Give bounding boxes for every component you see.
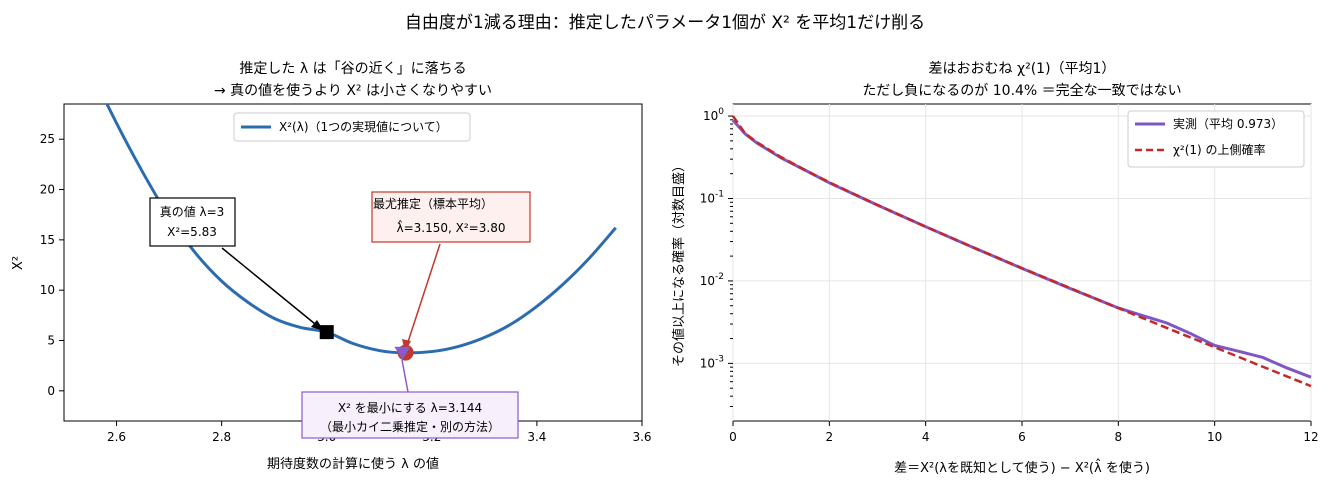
- mle-annotation-line1: 最尤推定（標本平均）: [373, 196, 493, 211]
- right-xtick-label: 12: [1303, 430, 1318, 444]
- left-xtick-label: 3.6: [632, 430, 651, 444]
- right-legend-label-theoretical: χ²(1) の上側確率: [1173, 142, 1266, 157]
- true-arrow: [221, 247, 321, 329]
- chi2-theoretical-series-line: [731, 115, 1312, 388]
- left-xtick-label: 3.4: [527, 430, 546, 444]
- right-xtick-label: 0: [729, 430, 737, 444]
- left-title-line2: → 真の値を使うより X² は小さくなりやすい: [214, 82, 492, 99]
- true-value-marker: [319, 325, 334, 340]
- right-ytick-label: 10-2: [700, 272, 724, 288]
- true-annotation-box: [149, 197, 236, 247]
- left-plot-frame: [63, 103, 643, 422]
- right-xtick-label: 6: [1018, 430, 1026, 444]
- min-annotation-line2: （最小カイ二乗推定・別の方法）: [320, 419, 500, 434]
- left-xtick-label: 2.6: [107, 430, 126, 444]
- right-xtick-label: 4: [922, 430, 930, 444]
- left-ytick-label: 25: [40, 132, 55, 146]
- left-ytick-label: 10: [40, 283, 55, 297]
- true-annotation-line2: X²=5.83: [167, 225, 217, 239]
- left-curve-layer: [105, 104, 617, 355]
- right-xtick-label: 8: [1115, 430, 1123, 444]
- right-xtick-label: 10: [1207, 430, 1222, 444]
- right-curve-layer: [731, 115, 1312, 388]
- suptitle: 自由度が1減る理由：推定したパラメータ1個が X² を平均1だけ削る: [405, 13, 925, 33]
- right-xlabel: 差＝X²(λを既知として使う) − X²(λ̂ を使う): [894, 459, 1150, 476]
- right-ytick-label: 10-3: [700, 354, 724, 370]
- right-panel: 差はおおむね χ²(1)（平均1） ただし負になるのが 10.4% ＝完全な一致…: [671, 61, 1319, 476]
- left-title-line1: 推定した λ は「谷の近く」に落ちる: [239, 61, 466, 77]
- left-series-line: [105, 104, 617, 355]
- right-grid: [732, 104, 1312, 421]
- left-legend-label: X²(λ)（1つの実現値について）: [279, 119, 448, 134]
- right-xtick-label: 2: [826, 430, 834, 444]
- min-annotation-box: [301, 391, 519, 439]
- left-ytick-label: 15: [40, 233, 55, 247]
- left-ytick-label: 5: [47, 333, 55, 347]
- true-annotation-line1: 真の値 λ=3: [160, 204, 225, 219]
- mle-annotation-line2: λ̂=3.150, X²=3.80: [397, 219, 506, 235]
- left-legend-box: [233, 112, 471, 142]
- left-xtick-label: 2.8: [212, 430, 231, 444]
- right-ytick-label: 10-1: [700, 189, 724, 205]
- right-axis-ticks: 0 2 4 6 8 10 12 10-3 10-2 10-1 100: [700, 107, 1319, 444]
- min-chi2-marker: [394, 346, 411, 360]
- left-ytick-label: 20: [40, 183, 55, 197]
- min-annotation-line1: X² を最小にする λ=3.144: [338, 401, 482, 415]
- right-legend-box: [1127, 110, 1305, 168]
- right-legend-label-empirical: 実測（平均 0.973）: [1173, 116, 1283, 131]
- left-xlabel: 期待度数の計算に使う λ の値: [267, 456, 439, 472]
- min-arrow: [401, 359, 409, 393]
- left-ylabel: X²: [11, 256, 26, 270]
- mle-annotation-box: [371, 191, 531, 243]
- left-panel: 推定した λ は「谷の近く」に落ちる → 真の値を使うより X² は小さくなりや…: [11, 61, 652, 472]
- right-title-line1: 差はおおむね χ²(1)（平均1）: [929, 61, 1116, 77]
- right-ylabel: その値以上になる確率（対数目盛）: [671, 159, 687, 367]
- mle-arrow: [406, 243, 441, 346]
- right-ytick-label: 100: [703, 107, 724, 123]
- left-ytick-label: 0: [47, 384, 55, 398]
- right-title-line2: ただし負になるのが 10.4% ＝完全な一致ではない: [862, 82, 1181, 99]
